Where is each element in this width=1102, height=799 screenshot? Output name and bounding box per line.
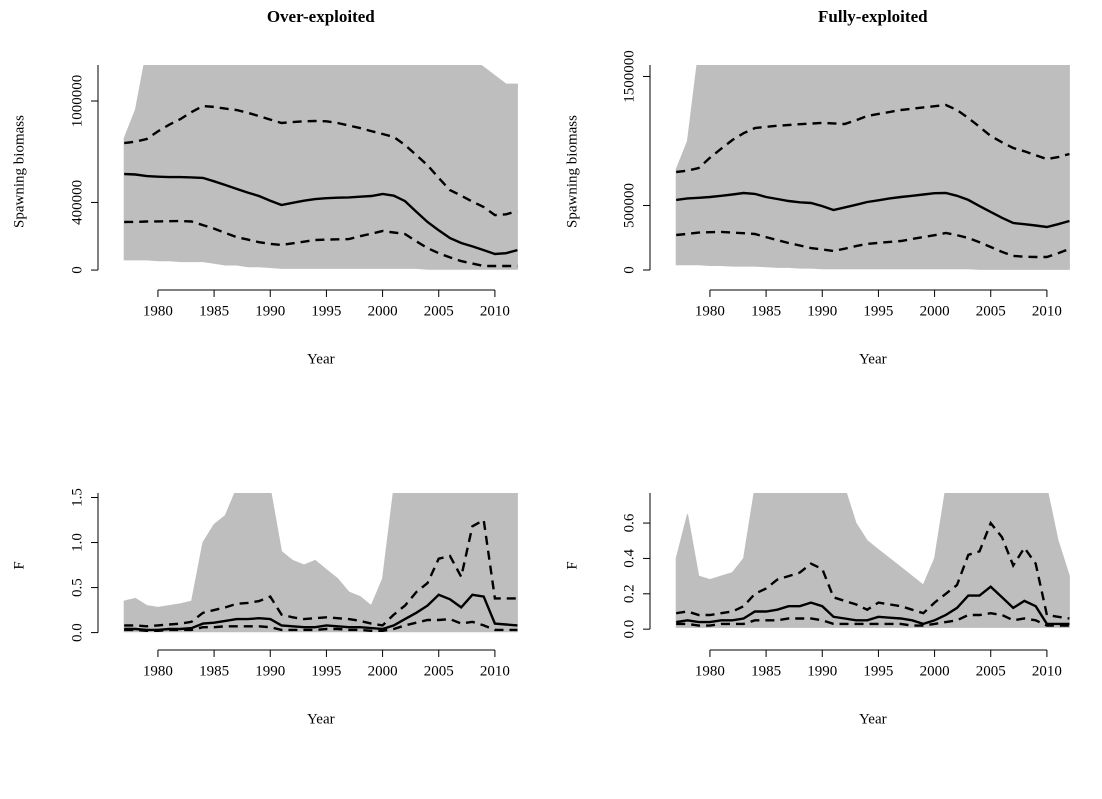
panel: 1980 1985 1990 1995 2000 2005 2010 Year 0.0 0.5 1.… [11,488,518,727]
median-line [676,191,1070,229]
x-tick-label: 2000 [920,663,950,679]
interval-line [124,219,518,268]
y-axis-label: Spawning biomass [11,115,27,228]
y-tick-label: 0.2 [621,584,637,603]
x-tick-label: 2010 [1032,303,1062,319]
y-tick-label: 0 [621,266,637,274]
x-tick-label: 2005 [424,303,454,319]
y-tick-label: 1.0 [69,533,85,552]
x-tick-label: 1990 [255,663,285,679]
x-tick-label: 1995 [311,663,341,679]
x-axis-label: Year [307,351,335,367]
panel-title: Fully-exploited [818,7,928,26]
x-tick-label: 2000 [920,303,950,319]
y-tick-label: 0.4 [621,549,637,568]
x-tick-label: 2005 [976,303,1006,319]
median-line [124,593,518,632]
interval-line [124,518,518,628]
y-tick-label: 0 [69,266,85,274]
interval-line [676,520,1070,620]
x-tick-label: 1980 [143,663,173,679]
interval-line [124,104,518,217]
trajectory-band [675,65,1070,270]
interval-line [676,230,1070,259]
y-tick-label: 1000000 [69,75,85,128]
interval-line [124,617,518,632]
x-axis-label: Year [859,711,887,727]
x-tick-label: 1990 [807,663,837,679]
y-axis-label: F [564,561,580,569]
x-tick-label: 1980 [695,303,725,319]
panel-title: Over-exploited [267,7,375,26]
x-tick-label: 2005 [976,663,1006,679]
y-tick-label: 0.5 [69,578,85,597]
y-tick-label: 1500000 [621,50,637,103]
x-tick-label: 1980 [143,303,173,319]
y-axis-label: Spawning biomass [564,115,580,228]
x-axis-label: Year [859,351,887,367]
panel: 1980 1985 1990 1995 2000 2005 2010 Year 0.0 0.2 0.… [564,493,1070,727]
panel: Over-exploited 1980 1985 1990 1995 2000 2005 20… [11,7,518,367]
x-tick-label: 2000 [368,663,398,679]
y-tick-label: 500000 [621,183,637,228]
y-tick-label: 0.0 [621,620,637,639]
y-tick-label: 400000 [69,180,85,225]
median-line [124,172,518,256]
x-tick-label: 1995 [863,663,893,679]
x-tick-label: 1980 [695,663,725,679]
x-tick-label: 1985 [199,303,229,319]
x-tick-label: 2000 [368,303,398,319]
x-axis-label: Year [307,711,335,727]
x-tick-label: 2005 [424,663,454,679]
x-tick-label: 1990 [255,303,285,319]
x-tick-label: 1995 [311,303,341,319]
x-tick-label: 2010 [1032,663,1062,679]
x-tick-label: 2010 [480,663,510,679]
x-tick-label: 1995 [863,303,893,319]
x-tick-label: 1985 [751,303,781,319]
panel: Fully-exploited 1980 1985 1990 1995 2000 2005 2… [564,7,1070,367]
trajectory-band [123,493,518,633]
median-line [676,585,1070,626]
x-tick-label: 1985 [199,663,229,679]
trajectory-band [123,65,518,270]
x-tick-label: 2010 [480,303,510,319]
interval-line [676,611,1070,627]
y-tick-label: 1.5 [69,488,85,507]
x-tick-label: 1985 [751,663,781,679]
interval-line [676,103,1070,174]
x-tick-label: 1990 [807,303,837,319]
trajectory-band [675,493,1070,628]
y-tick-label: 0.6 [621,513,637,532]
y-tick-label: 0.0 [69,623,85,642]
y-axis-label: F [11,561,27,569]
